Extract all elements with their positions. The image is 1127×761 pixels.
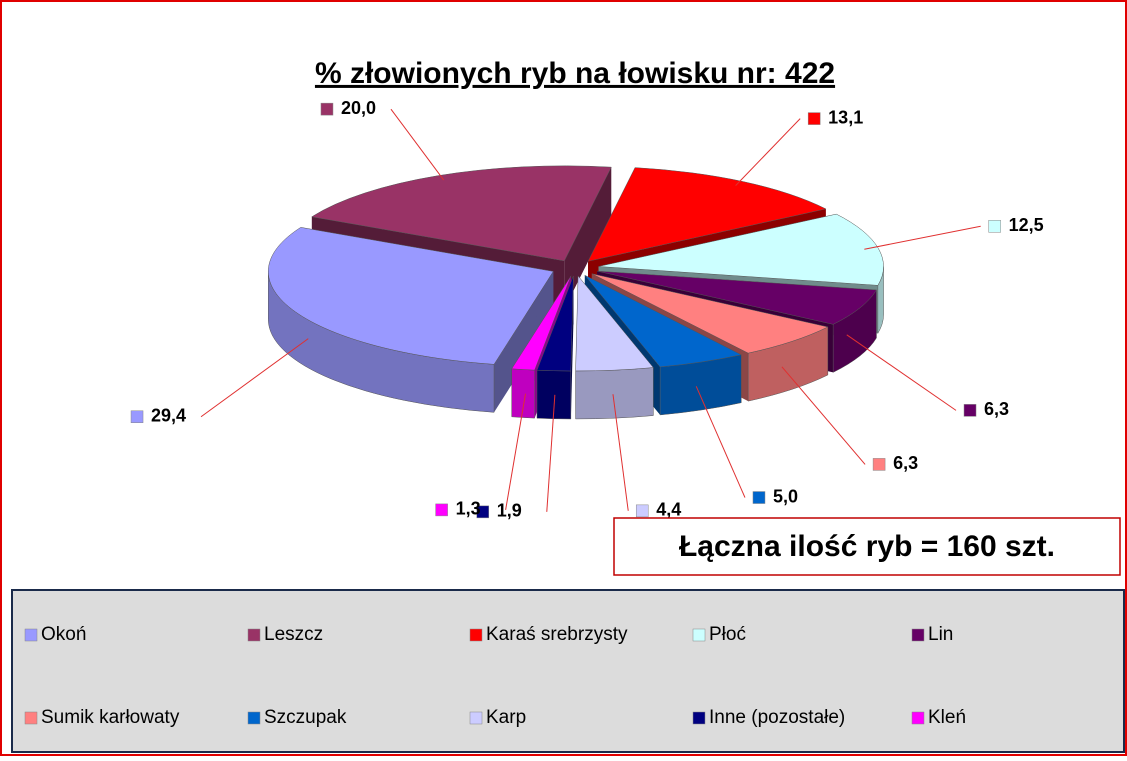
label-swatch: [807, 112, 821, 125]
legend-swatch: [692, 628, 706, 642]
label-swatch: [435, 503, 448, 517]
label-swatch: [963, 404, 977, 417]
legend-swatch: [24, 628, 38, 642]
slice: [575, 275, 654, 372]
slice-wall: [575, 367, 654, 420]
slice-side: [564, 167, 612, 309]
legend-label: Okoń: [41, 624, 86, 645]
leader-line: [390, 108, 445, 181]
legend-label: Leszcz: [264, 624, 323, 645]
slice: [591, 273, 829, 354]
legend-label: Szczupak: [264, 707, 347, 728]
legend-box: [11, 589, 1125, 753]
legend-swatch: [911, 628, 925, 642]
leader-line: [735, 118, 801, 186]
label-swatch: [320, 102, 334, 116]
legend-label: Karaś srebrzysty: [486, 624, 628, 645]
data-label: 6,3: [984, 399, 1009, 419]
legend-swatch: [24, 711, 38, 725]
legend-label: Sumik karłowaty: [41, 707, 180, 728]
slice-wall: [511, 368, 535, 419]
slice: [597, 270, 877, 325]
legend-label: Karp: [486, 707, 526, 728]
leader-line: [781, 366, 866, 465]
data-label: 6,3: [893, 453, 918, 473]
data-label: 4,4: [656, 500, 681, 520]
leader-line: [200, 338, 309, 418]
label-swatch: [872, 458, 886, 471]
slice: [598, 213, 884, 286]
value-labels: 29,4 20,0 13,1 12,5 6,3 6,3 5,0 4,4 1,9 1,3: [130, 98, 1044, 521]
legend: Okoń Leszcz Karaś srebrzysty Płoć Lin Sumik k…: [24, 624, 966, 728]
data-label: 13,1: [828, 107, 863, 127]
legend-label: Kleń: [928, 707, 966, 728]
label-swatch: [752, 491, 766, 504]
slice: [536, 275, 574, 372]
label-swatch: [476, 505, 490, 519]
label-swatch: [130, 410, 144, 423]
pie: [268, 165, 884, 420]
legend-label: Inne (pozostałe): [709, 707, 845, 728]
legend-swatch: [692, 711, 706, 725]
leader-line: [864, 225, 981, 250]
annotation-box: [613, 517, 1121, 576]
leader-line: [505, 393, 527, 510]
data-label: 29,4: [151, 405, 186, 425]
leader-line: [546, 394, 556, 512]
label-swatch: [988, 220, 1001, 233]
legend-swatch: [911, 711, 925, 725]
data-label: 12,5: [1009, 215, 1044, 235]
slice: [584, 275, 742, 368]
legend-swatch: [247, 711, 261, 725]
chart-title: % złowionych ryb na łowisku nr: 422: [315, 57, 835, 90]
legend-swatch: [247, 628, 261, 642]
data-label: 1,3: [456, 499, 481, 519]
data-label: 1,9: [497, 501, 522, 521]
legend-swatch: [469, 628, 483, 642]
leader-line: [846, 334, 957, 411]
leader-line: [695, 386, 746, 498]
data-label: 20,0: [341, 98, 376, 118]
legend-label: Lin: [928, 624, 953, 645]
slice: [311, 165, 612, 262]
slice: [511, 275, 572, 371]
data-label: 5,0: [773, 486, 798, 506]
legend-label: Płoć: [709, 624, 746, 645]
slice: [268, 227, 554, 365]
legend-swatch: [469, 711, 483, 725]
leader-line: [612, 394, 629, 511]
label-swatch: [635, 504, 649, 518]
slice: [587, 167, 827, 262]
annotation: Łączna ilość ryb = 160 szt.: [679, 530, 1055, 563]
